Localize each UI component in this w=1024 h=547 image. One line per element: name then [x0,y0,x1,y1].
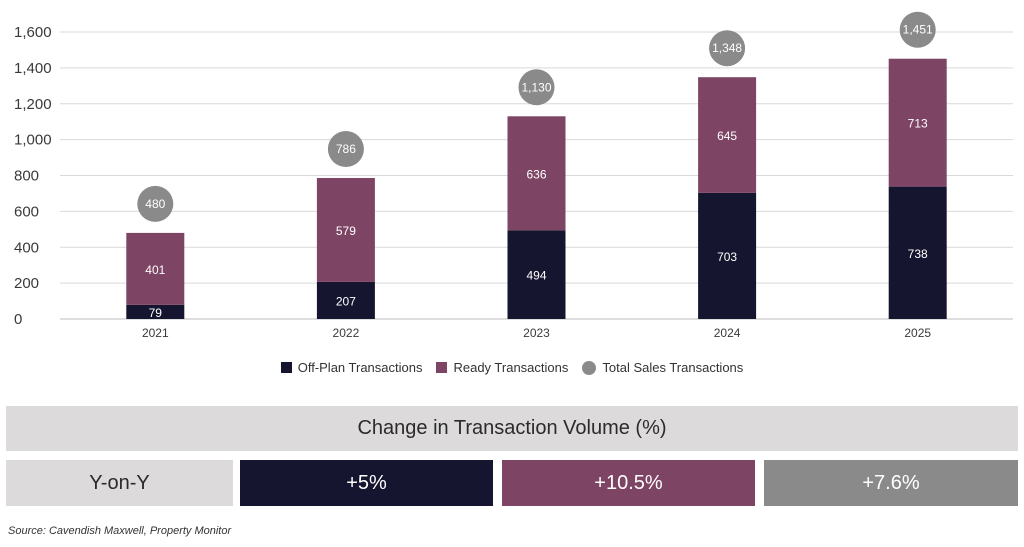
bar-value-label: 494 [526,269,546,283]
legend-label-ready: Ready Transactions [453,360,569,375]
yoy-value-off-plan: +5% [240,460,493,506]
x-tick-label: 2024 [714,326,741,340]
total-value-label: 1,130 [521,80,551,94]
bar-off-plan-2023 [507,230,566,319]
yoy-value-total: +7.6% [764,460,1018,506]
bar-value-label: 579 [336,224,356,238]
bar-value-label: 79 [149,306,163,320]
y-tick-label: 400 [14,239,39,256]
y-tick-label: 200 [14,275,39,292]
legend-label-off-plan: Off-Plan Transactions [297,360,423,375]
bar-value-label: 636 [526,167,546,181]
change-table-title: Change in Transaction Volume (%) [6,406,1018,451]
bar-off-plan-2024 [698,192,757,319]
bar-value-label: 738 [908,247,928,261]
legend-item-ready: Ready Transactions [436,360,568,375]
bar-value-label: 713 [908,117,928,131]
legend-item-off-plan: Off-Plan Transactions [280,360,423,375]
chart-legend: Off-Plan Transactions Ready Transactions… [0,360,1024,375]
bar-value-label: 703 [717,250,737,264]
x-tick-label: 2025 [904,326,931,340]
bar-value-label: 207 [336,294,356,308]
bar-off-plan-2021 [126,304,185,319]
total-value-label: 1,451 [903,23,933,37]
legend-item-total: Total Sales Transactions [582,360,743,375]
bar-off-plan-2022 [316,281,375,319]
total-bubble-2025 [899,11,936,48]
legend-swatch-off-plan [280,362,292,373]
bar-ready-2021 [126,232,185,305]
x-tick-label: 2022 [333,326,360,340]
stacked-bar-chart: 0 200 400 600 800 1,000 1,200 1,400 1,600 79 401 48… [14,11,1013,340]
y-tick-label: 1,000 [14,132,52,149]
bar-value-label: 401 [145,263,165,277]
change-table-row: Y-on-Y +5% +10.5% +7.6% [6,460,1018,506]
bar-ready-2025 [888,58,947,187]
total-bubble-2022 [327,131,364,168]
legend-swatch-total [582,360,597,375]
bar-ready-2022 [316,178,375,282]
yoy-label: Y-on-Y [6,460,233,506]
total-value-label: 786 [336,142,356,156]
y-tick-label: 1,600 [14,24,52,41]
x-tick-label: 2021 [142,326,169,340]
bar-ready-2023 [507,116,566,231]
y-tick-label: 600 [14,203,39,220]
total-bubble-2021 [137,185,174,222]
total-value-label: 480 [145,197,165,211]
y-tick-label: 1,200 [14,96,52,113]
total-value-label: 1,348 [712,41,742,55]
y-tick-label: 1,400 [14,60,52,77]
legend-label-total: Total Sales Transactions [602,360,744,375]
y-tick-label: 800 [14,168,39,185]
x-tick-label: 2023 [523,326,550,340]
bar-ready-2024 [698,77,757,193]
bar-off-plan-2025 [888,186,947,319]
legend-swatch-ready [436,362,448,373]
source-note: Source: Cavendish Maxwell, Property Moni… [8,525,232,537]
bar-value-label: 645 [717,129,737,143]
y-tick-label: 0 [14,311,22,328]
total-bubble-2024 [709,30,746,67]
yoy-value-ready: +10.5% [502,460,755,506]
total-bubble-2023 [518,69,555,106]
